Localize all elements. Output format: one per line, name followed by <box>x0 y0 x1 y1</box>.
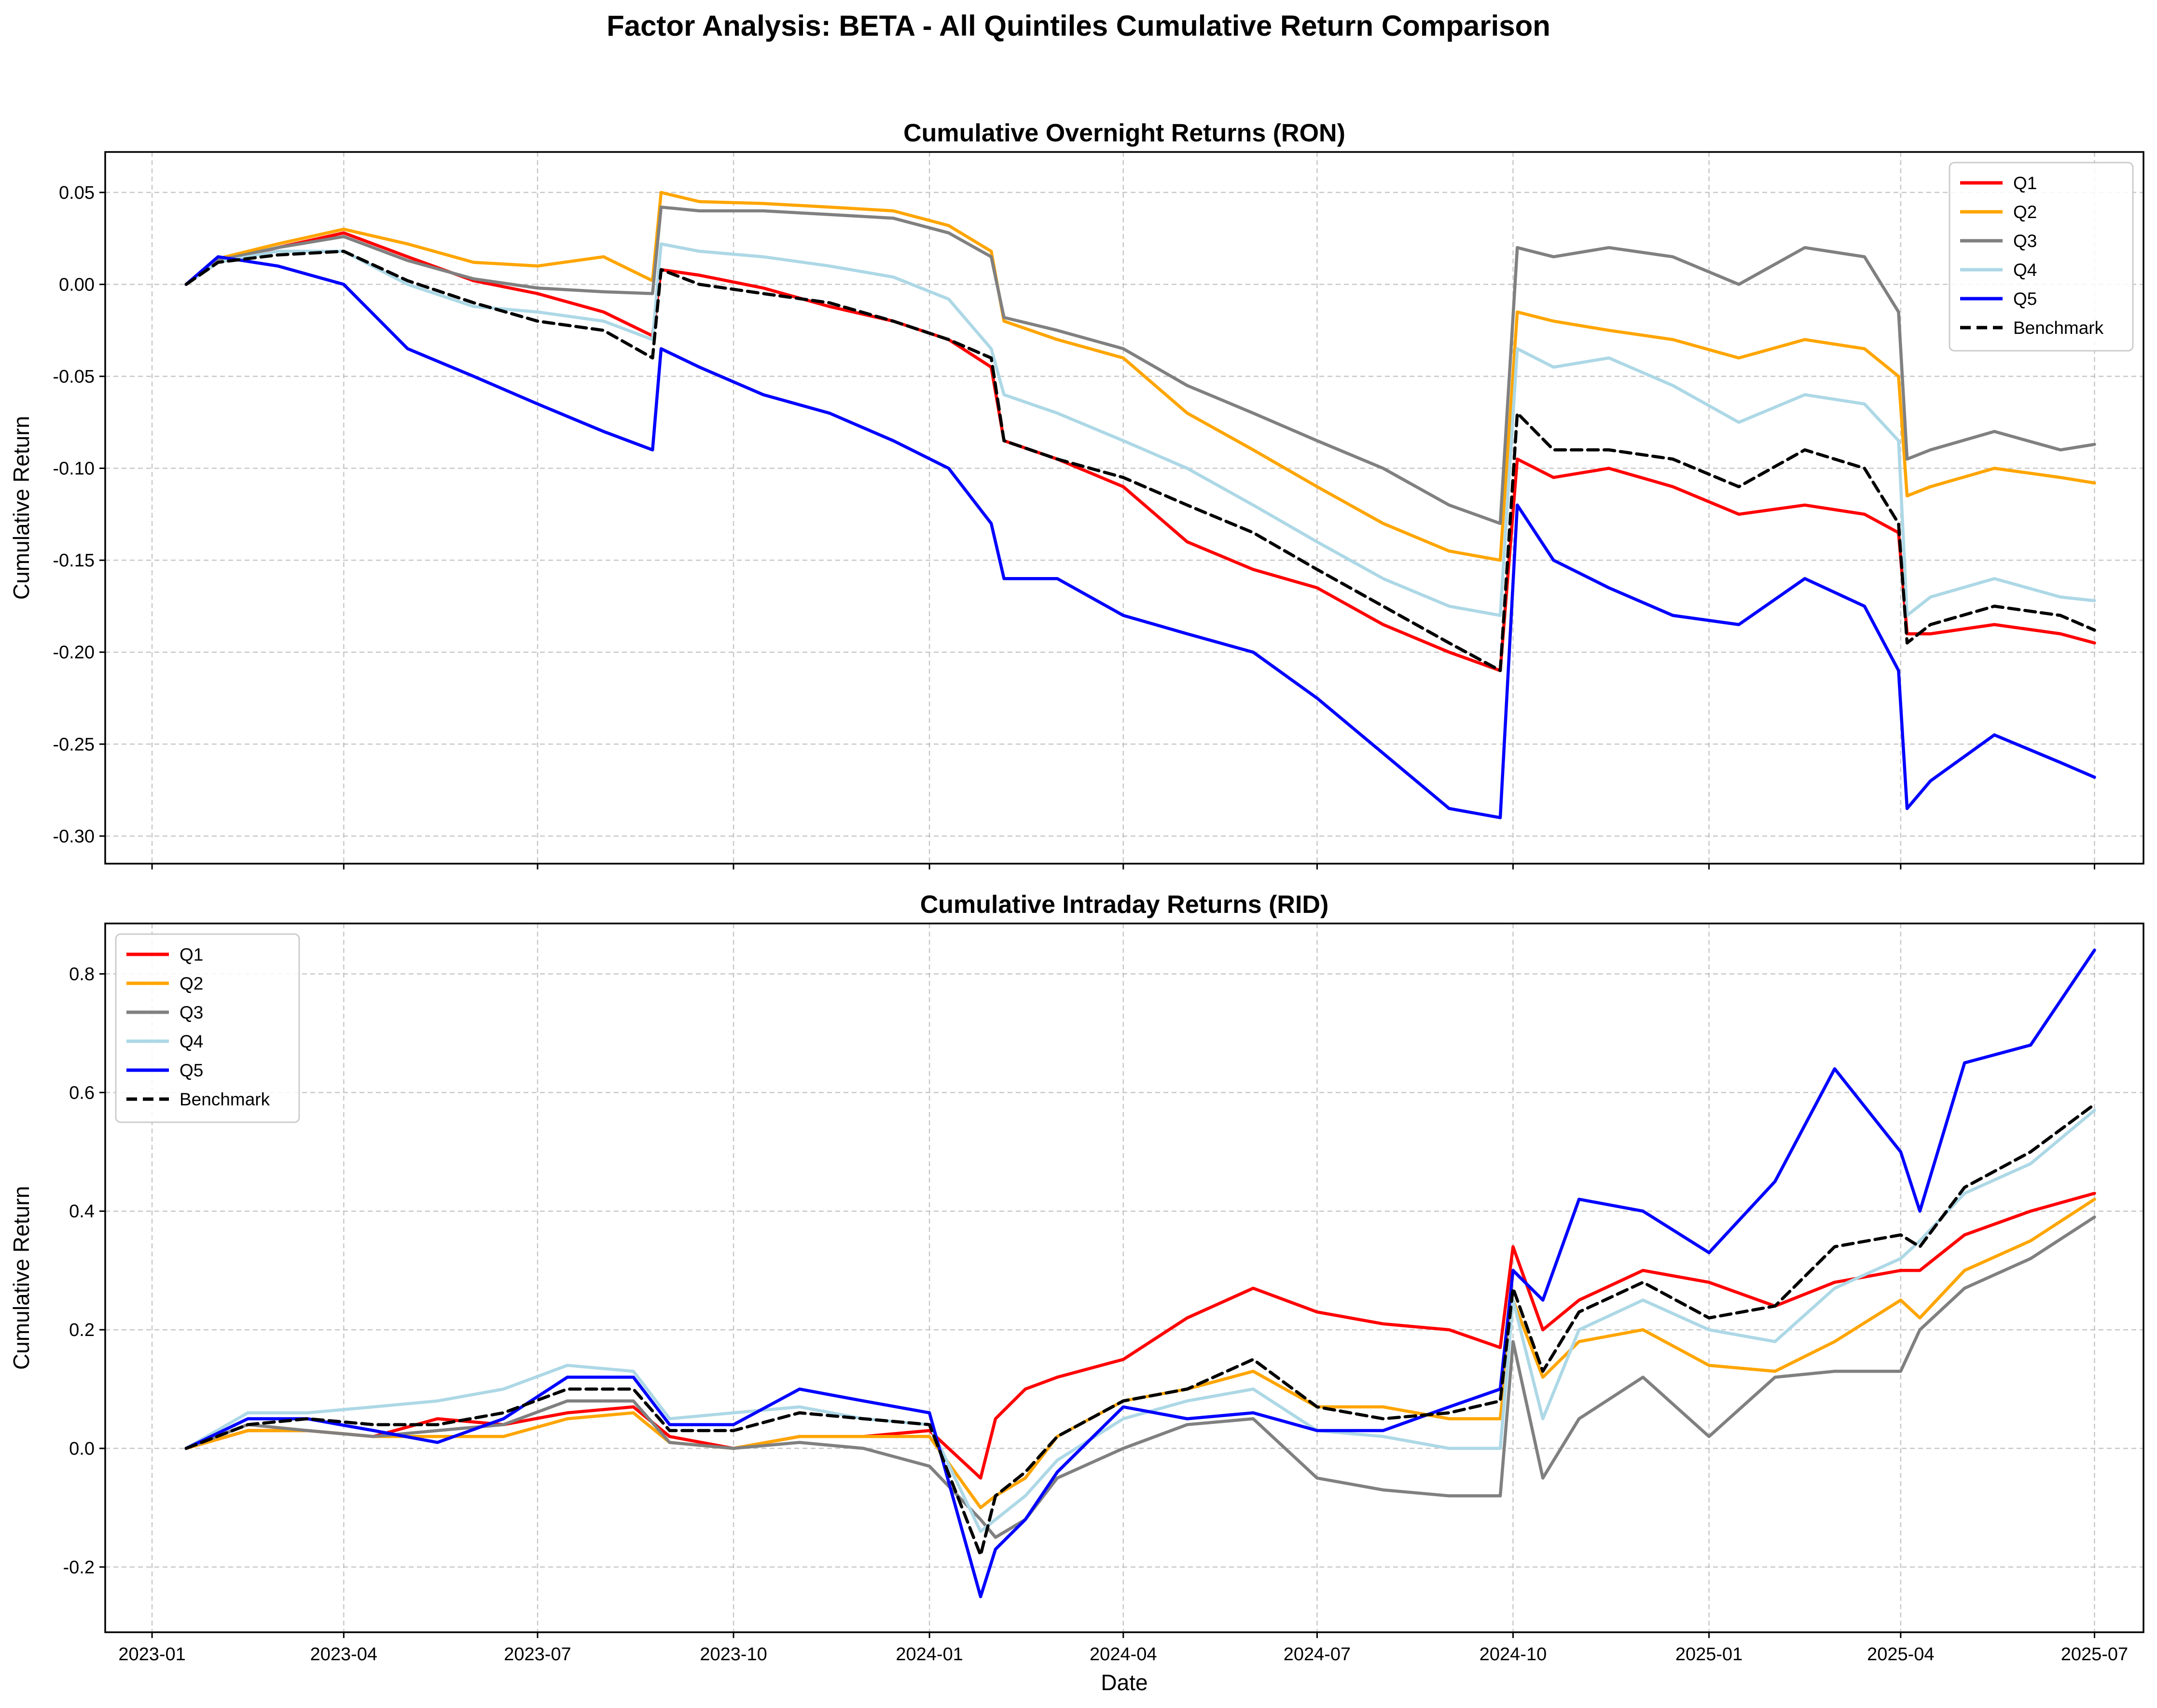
x-tick-label: 2025-07 <box>2061 1644 2128 1665</box>
series-line-q1 <box>184 1192 2096 1480</box>
x-tick-label: 2023-07 <box>504 1644 571 1665</box>
overnight-axis-ticks: 0.05 0.00 -0.05 -0.10 -0.15 -0.20 -0.25 -0.30 <box>53 183 2095 869</box>
intraday-returns-panel: 2023-01 2023-04 2023-07 2023-10 2024-01 2024-… <box>9 891 2144 1695</box>
legend-label: Q1 <box>2013 173 2037 193</box>
overnight-returns-panel: 0.05 0.00 -0.05 -0.10 -0.15 -0.20 -0.25 -0.30 C… <box>9 119 2144 869</box>
series-line-q3 <box>184 1215 2096 1539</box>
y-tick-label: -0.05 <box>53 367 95 387</box>
y-tick-label: -0.25 <box>53 734 95 755</box>
legend-label: Q5 <box>180 1061 203 1080</box>
overnight-y-axis-label: Cumulative Return <box>9 416 34 600</box>
overnight-series-group <box>184 191 2096 819</box>
x-tick-label: 2024-01 <box>896 1644 963 1665</box>
y-tick-label: -0.10 <box>53 459 95 479</box>
legend-label: Q3 <box>180 1003 203 1022</box>
legend-label: Q3 <box>2013 231 2037 251</box>
series-line-q3 <box>184 206 2096 525</box>
y-tick-label: -0.15 <box>53 551 95 571</box>
y-tick-label: 0.4 <box>69 1201 95 1222</box>
intraday-panel-title: Cumulative Intraday Returns (RID) <box>920 891 1329 919</box>
x-tick-label: 2025-04 <box>1867 1644 1934 1665</box>
series-line-q4 <box>184 242 2096 617</box>
figure-title: Factor Analysis: BETA - All Quintiles Cu… <box>607 10 1550 42</box>
x-tick-label: 2023-01 <box>118 1644 185 1665</box>
y-tick-label: -0.20 <box>53 643 95 663</box>
intraday-axis-ticks: 2023-01 2023-04 2023-07 2023-10 2024-01 2024-… <box>63 964 2129 1665</box>
legend-label: Benchmark <box>180 1089 270 1109</box>
intraday-grid <box>105 923 2143 1632</box>
legend-label: Q4 <box>180 1032 203 1051</box>
y-tick-label: -0.2 <box>63 1557 95 1578</box>
intraday-y-axis-label: Cumulative Return <box>9 1186 34 1370</box>
y-tick-label: 0.00 <box>59 275 95 295</box>
intraday-plot-frame <box>104 923 2144 1633</box>
y-tick-label: 0.05 <box>59 183 95 203</box>
x-tick-label: 2024-04 <box>1090 1644 1157 1665</box>
series-line-q1 <box>184 231 2096 673</box>
overnight-plot-frame <box>104 151 2144 865</box>
legend-label: Q5 <box>2013 289 2037 309</box>
series-line-q2 <box>184 191 2096 562</box>
legend-label: Q1 <box>180 945 203 964</box>
intraday-series-group <box>184 949 2096 1598</box>
x-tick-label: 2024-10 <box>1479 1644 1547 1665</box>
legend-box <box>1949 162 2134 352</box>
y-tick-label: 0.6 <box>69 1083 95 1103</box>
y-tick-label: 0.0 <box>69 1439 95 1459</box>
intraday-legend: Q1 Q2 Q3 Q4 Q5 Benchmark <box>115 933 300 1123</box>
overnight-legend: Q1 Q2 Q3 Q4 Q5 Benchmark <box>1949 162 2134 352</box>
legend-label: Q2 <box>2013 202 2037 222</box>
intraday-x-axis-label: Date <box>1101 1670 1148 1695</box>
series-line-q5 <box>184 949 2096 1598</box>
series-line-benchmark <box>184 249 2096 673</box>
x-tick-label: 2023-04 <box>310 1644 377 1665</box>
overnight-panel-title: Cumulative Overnight Returns (RON) <box>903 119 1345 147</box>
y-tick-label: 0.8 <box>69 964 95 984</box>
legend-label: Q4 <box>2013 260 2037 280</box>
x-tick-label: 2025-01 <box>1675 1644 1742 1665</box>
legend-label: Benchmark <box>2013 318 2104 338</box>
series-line-q4 <box>184 1108 2096 1533</box>
x-tick-label: 2024-07 <box>1284 1644 1351 1665</box>
legend-label: Q2 <box>180 974 203 993</box>
y-tick-label: -0.30 <box>53 826 95 847</box>
legend-box <box>115 933 300 1123</box>
series-line-benchmark <box>184 1102 2096 1557</box>
series-line-q5 <box>184 255 2096 819</box>
overnight-grid <box>105 152 2143 864</box>
y-tick-label: 0.2 <box>69 1320 95 1340</box>
x-tick-label: 2023-10 <box>700 1644 767 1665</box>
series-line-q2 <box>184 1198 2096 1510</box>
